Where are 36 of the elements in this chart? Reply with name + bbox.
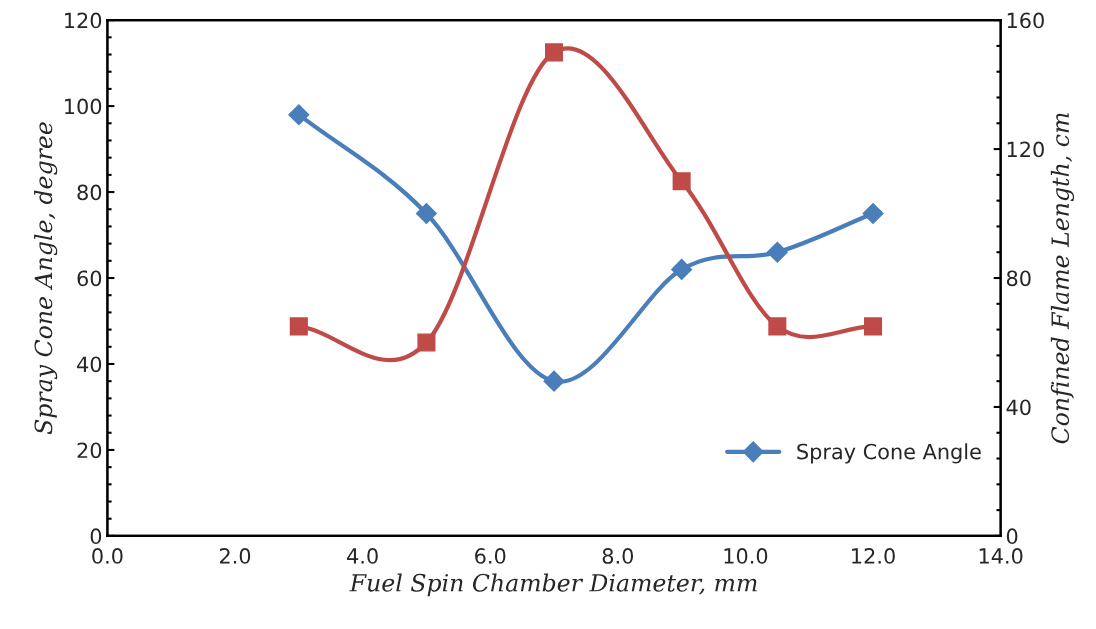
x-tick-label: 14.0 (979, 548, 1023, 564)
y2-tick-label: 120 (1007, 141, 1044, 158)
y-tick-label: 120 (65, 12, 102, 29)
y-tick-label: 60 (77, 270, 102, 287)
y-tick-label: 0 (90, 528, 102, 545)
point (766, 241, 788, 263)
point (864, 317, 883, 336)
x-tick-label: 0.0 (92, 548, 123, 564)
y2-tick-label: 160 (1007, 12, 1044, 29)
y2-tick-label: 40 (1006, 399, 1031, 416)
point (288, 104, 310, 126)
x-axis-title: Fuel Spin Chamber Diameter, mm (349, 573, 757, 597)
point (671, 258, 693, 280)
point (417, 333, 436, 352)
y-tick-label: 80 (77, 184, 102, 201)
y2-tick-label: 0 (1006, 528, 1018, 545)
y-tick-label: 100 (65, 98, 102, 115)
point (672, 172, 691, 191)
point (543, 370, 565, 392)
x-tick-label: 4.0 (347, 548, 378, 564)
x-tick-label: 2.0 (219, 548, 251, 564)
x-tick-label: 12.0 (852, 548, 895, 564)
point (768, 317, 787, 336)
x-tick-label: 8.0 (602, 548, 634, 564)
y-axis-title: Spray Cone Angle, degree (34, 122, 58, 435)
y-tick-label: 20 (77, 442, 102, 459)
point (289, 317, 308, 336)
y2-tick-label: 80 (1006, 270, 1031, 287)
y2-axis-title: Confined Flame Length, cm (1050, 113, 1075, 444)
x-tick-label: 10.0 (724, 548, 768, 564)
point (544, 43, 564, 62)
point (415, 203, 437, 225)
point (862, 203, 884, 225)
y-tick-label: 40 (77, 356, 102, 373)
x-tick-label: 6.0 (475, 548, 506, 564)
legend-label: Spray Cone Angle (797, 443, 981, 464)
